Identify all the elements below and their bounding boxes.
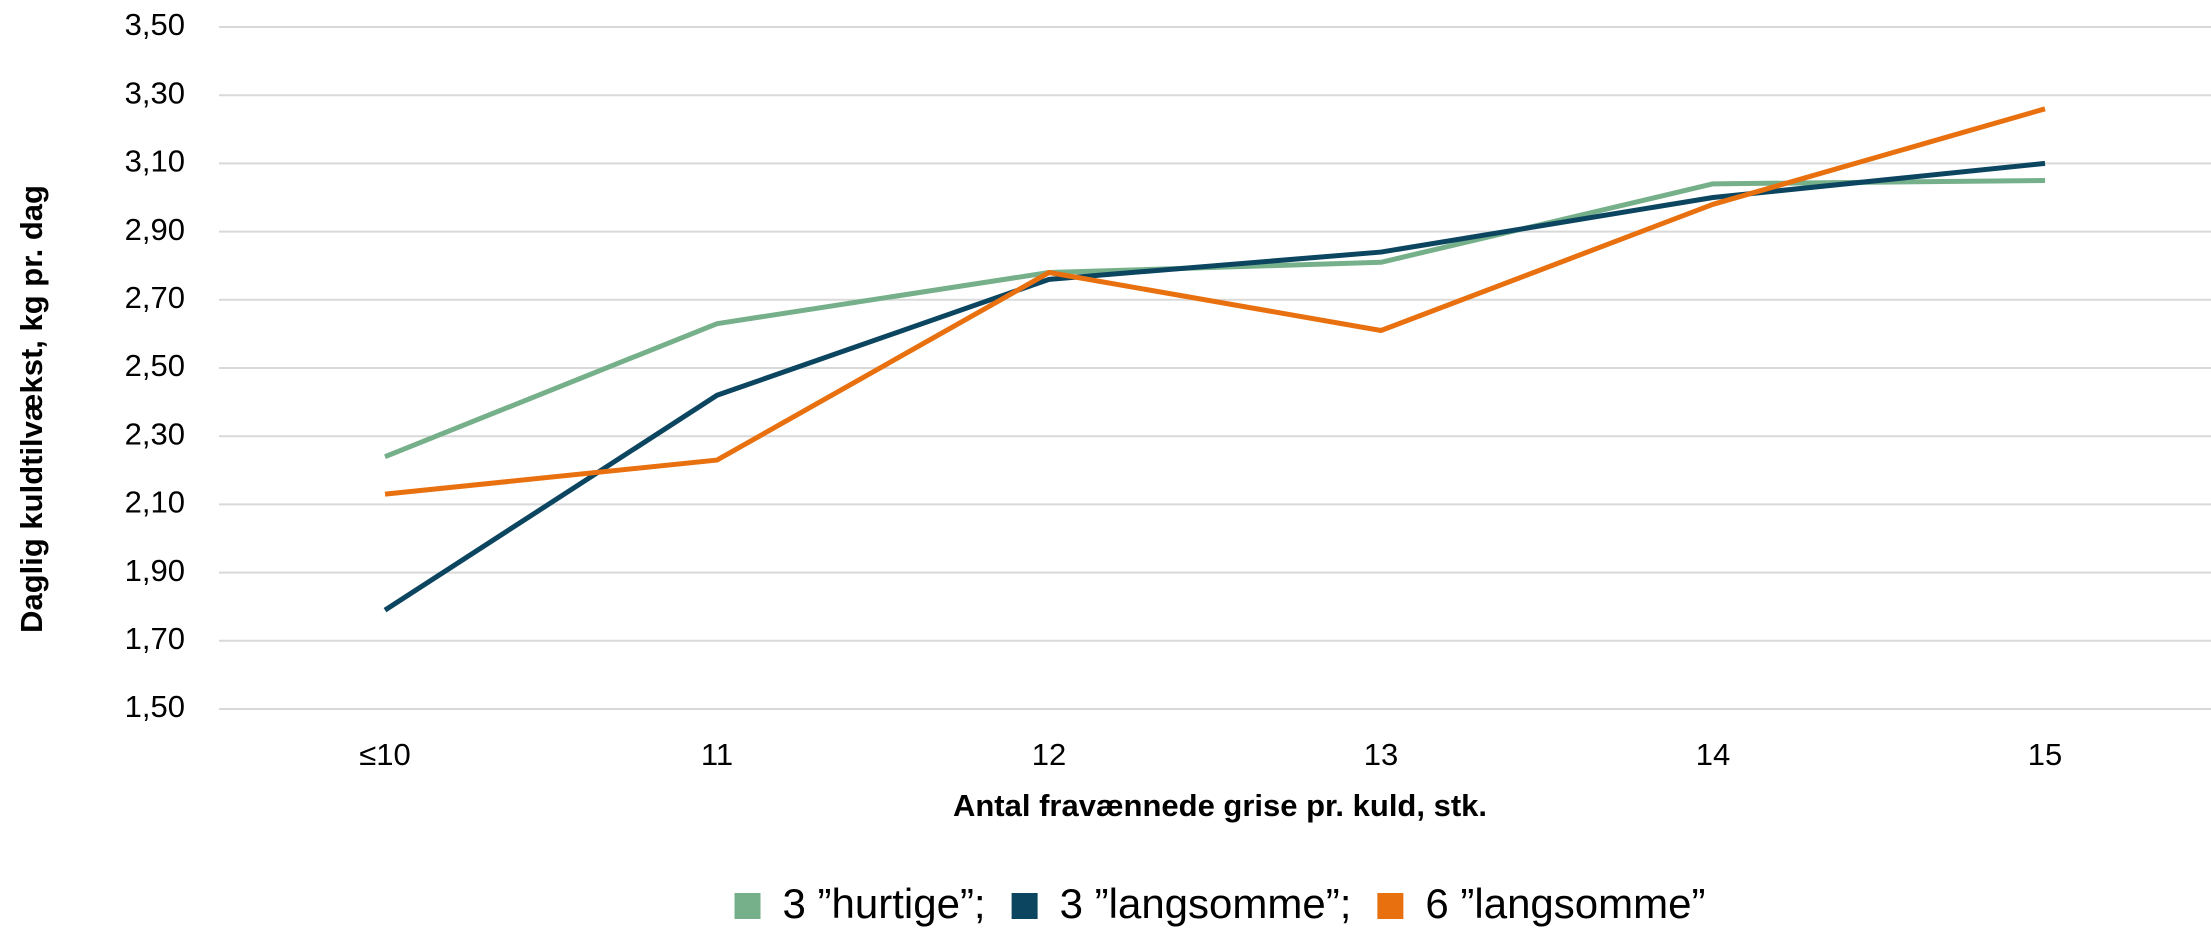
y-tick-label: 1,90	[125, 553, 185, 588]
legend-label: 6 ”langsomme”	[1425, 880, 1705, 927]
legend-label: 3 ”langsomme”;	[1060, 880, 1352, 927]
x-tick-label: 15	[2028, 737, 2062, 772]
y-tick-label: 3,30	[125, 75, 185, 110]
series-line	[383, 160, 2046, 613]
y-tick-label: 3,10	[125, 144, 185, 179]
y-tick-label: 3,50	[125, 7, 185, 42]
legend-swatch	[1377, 893, 1404, 919]
legend: 3 ”hurtige”; 3 ”langsomme”; 6 ”langsomme”	[734, 880, 1705, 927]
y-tick-label: 2,90	[125, 212, 185, 247]
x-tick-label: 12	[1032, 737, 1066, 772]
x-tick-label: 13	[1364, 737, 1398, 772]
legend-swatch	[1011, 893, 1038, 919]
y-tick-label: 2,70	[125, 280, 185, 315]
x-tick-label: 14	[1696, 737, 1730, 772]
legend-label: 3 ”hurtige”;	[783, 880, 986, 927]
x-axis-title: Antal fravænnede grise pr. kuld, stk.	[953, 788, 1487, 823]
y-tick-label: 1,50	[125, 689, 185, 724]
y-axis-title: Daglig kuldtilvækst, kg pr. dag	[14, 185, 49, 633]
y-tick-label: 2,10	[125, 485, 185, 520]
x-tick-label: ≤10	[359, 737, 411, 772]
legend-swatch	[734, 893, 761, 919]
x-tick-label: 11	[701, 737, 733, 772]
series-line	[384, 177, 2046, 459]
y-tick-label: 2,30	[125, 416, 185, 451]
y-tick-label: 2,50	[125, 348, 185, 383]
series-line	[384, 106, 2046, 497]
y-tick-label: 1,70	[125, 621, 185, 656]
